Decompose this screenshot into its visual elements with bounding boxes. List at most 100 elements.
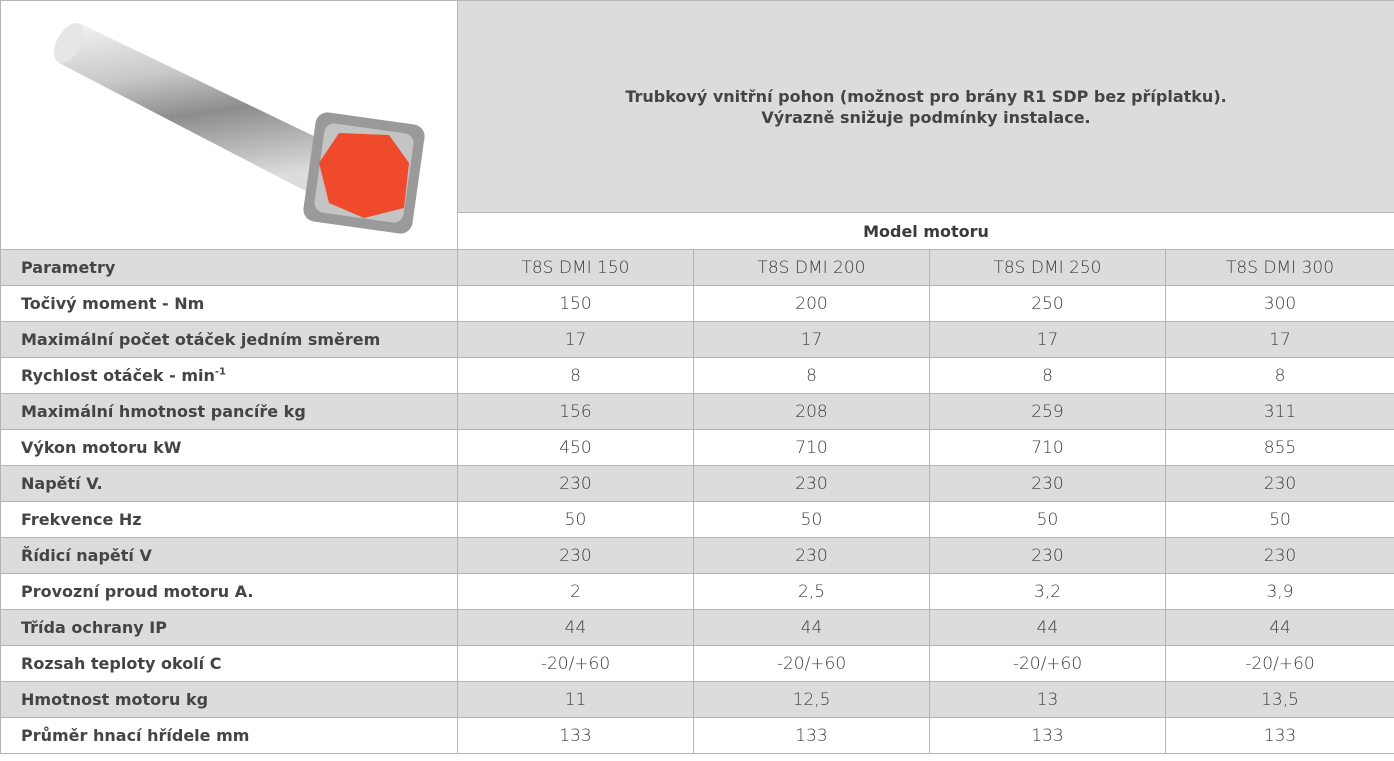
value-cell: 230 [929,537,1166,574]
row-label: Rozsah teploty okolí C [21,654,222,673]
column-header: T8S DMI 200 [693,249,930,286]
value-cell: 133 [693,717,930,754]
row-label-cell: Rychlost otáček - min-1 [0,357,458,394]
product-image-cell [0,0,458,250]
row-label-superscript: -1 [214,366,226,378]
row-label-cell: Maximální hmotnost pancíře kg [0,393,458,430]
column-header: T8S DMI 300 [1164,249,1394,286]
value-cell: 450 [457,429,694,466]
header-row: Trubkový vnitřní pohon (možnost pro brán… [0,0,1394,250]
value-cell: 17 [1164,321,1394,358]
value-cell: 12,5 [693,681,930,718]
motor-illustration [53,22,425,234]
value-cell: 8 [457,357,694,394]
value-cell: 11 [457,681,694,718]
value-cell: 13 [929,681,1166,718]
row-label-cell: Rozsah teploty okolí C [0,645,458,682]
value-cell: 250 [929,285,1166,322]
value-cell: 855 [1164,429,1394,466]
value-cell: 200 [693,285,930,322]
row-label: Řídicí napětí V [21,546,152,565]
row-label: Točivý moment - Nm [21,294,205,313]
data-row: Frekvence Hz 50 50 50 50 [0,501,1394,538]
data-row: Napětí V. 230 230 230 230 [0,465,1394,502]
value-cell: -20/+60 [693,645,930,682]
row-label-cell: Frekvence Hz [0,501,458,538]
row-label-cell: Maximální počet otáček jedním směrem [0,321,458,358]
value-cell: 156 [457,393,694,430]
row-label-cell: Provozní proud motoru A. [0,573,458,610]
data-row: Řídicí napětí V 230 230 230 230 [0,537,1394,574]
value-cell: 50 [693,501,930,538]
value-cell: 44 [693,609,930,646]
data-row: Maximální počet otáček jedním směrem 17 17… [0,321,1394,358]
value-cell: -20/+60 [457,645,694,682]
row-label-cell: Hmotnost motoru kg [0,681,458,718]
value-cell: 710 [929,429,1166,466]
value-cell: 230 [693,465,930,502]
value-cell: 13,5 [1164,681,1394,718]
description-line: Trubkový vnitřní pohon (možnost pro brán… [625,86,1227,106]
value-cell: -20/+60 [929,645,1166,682]
value-cell: 230 [457,537,694,574]
value-cell: 3,9 [1164,573,1394,610]
product-image [53,22,425,234]
value-cell: 17 [929,321,1166,358]
value-cell: 2,5 [693,573,930,610]
data-row: Provozní proud motoru A. 2 2,5 3,2 3,9 [0,573,1394,610]
column-header-row: Parametry T8S DMI 150 T8S DMI 200 T8S DMI 2… [0,249,1394,286]
row-label: Průměr hnací hřídele mm [21,726,250,745]
row-label-cell: Řídicí napětí V [0,537,458,574]
value-cell: 44 [1164,609,1394,646]
value-cell: 230 [457,465,694,502]
row-label: Maximální hmotnost pancíře kg [21,402,306,421]
value-cell: 710 [693,429,930,466]
data-row: Točivý moment - Nm 150 200 250 300 [0,285,1394,322]
value-cell: 50 [929,501,1166,538]
row-label-cell: Výkon motoru kW [0,429,458,466]
value-cell: 8 [929,357,1166,394]
row-label-cell: Průměr hnací hřídele mm [0,717,458,754]
value-cell: 8 [693,357,930,394]
value-cell: 133 [1164,717,1394,754]
value-cell: 230 [1164,537,1394,574]
value-cell: 150 [457,285,694,322]
value-cell: 50 [457,501,694,538]
description-cell: Trubkový vnitřní pohon (možnost pro brán… [456,0,1394,213]
data-row: Výkon motoru kW 450 710 710 855 [0,429,1394,466]
row-label: Výkon motoru kW [21,438,182,457]
model-label: Model motoru [456,212,1394,250]
value-cell: 230 [1164,465,1394,502]
column-header: T8S DMI 250 [929,249,1166,286]
data-row: Třída ochrany IP 44 44 44 44 [0,609,1394,646]
value-cell: 230 [693,537,930,574]
data-row: Rychlost otáček - min-1 8 8 8 8 [0,357,1394,394]
row-label: Napětí V. [21,474,103,493]
value-cell: 300 [1164,285,1394,322]
value-cell: 44 [457,609,694,646]
value-cell: 259 [929,393,1166,430]
row-label: Rychlost otáček - min [21,366,215,385]
data-row: Hmotnost motoru kg 11 12,5 13 13,5 [0,681,1394,718]
value-cell: 3,2 [929,573,1166,610]
row-label: Hmotnost motoru kg [21,690,209,709]
row-label: Maximální počet otáček jedním směrem [21,330,381,349]
value-cell: 133 [929,717,1166,754]
row-label-cell: Točivý moment - Nm [0,285,458,322]
value-cell: 8 [1164,357,1394,394]
value-cell: 208 [693,393,930,430]
row-label: Provozní proud motoru A. [21,582,254,601]
row-label-cell: Napětí V. [0,465,458,502]
model-row: Model motoru [1,212,1394,250]
value-cell: 17 [693,321,930,358]
value-cell: -20/+60 [1164,645,1394,682]
value-cell: 17 [457,321,694,358]
value-cell: 2 [457,573,694,610]
data-row: Průměr hnací hřídele mm 133 133 133 133 [0,717,1394,754]
value-cell: 133 [457,717,694,754]
value-cell: 311 [1164,393,1394,430]
value-cell: 230 [929,465,1166,502]
